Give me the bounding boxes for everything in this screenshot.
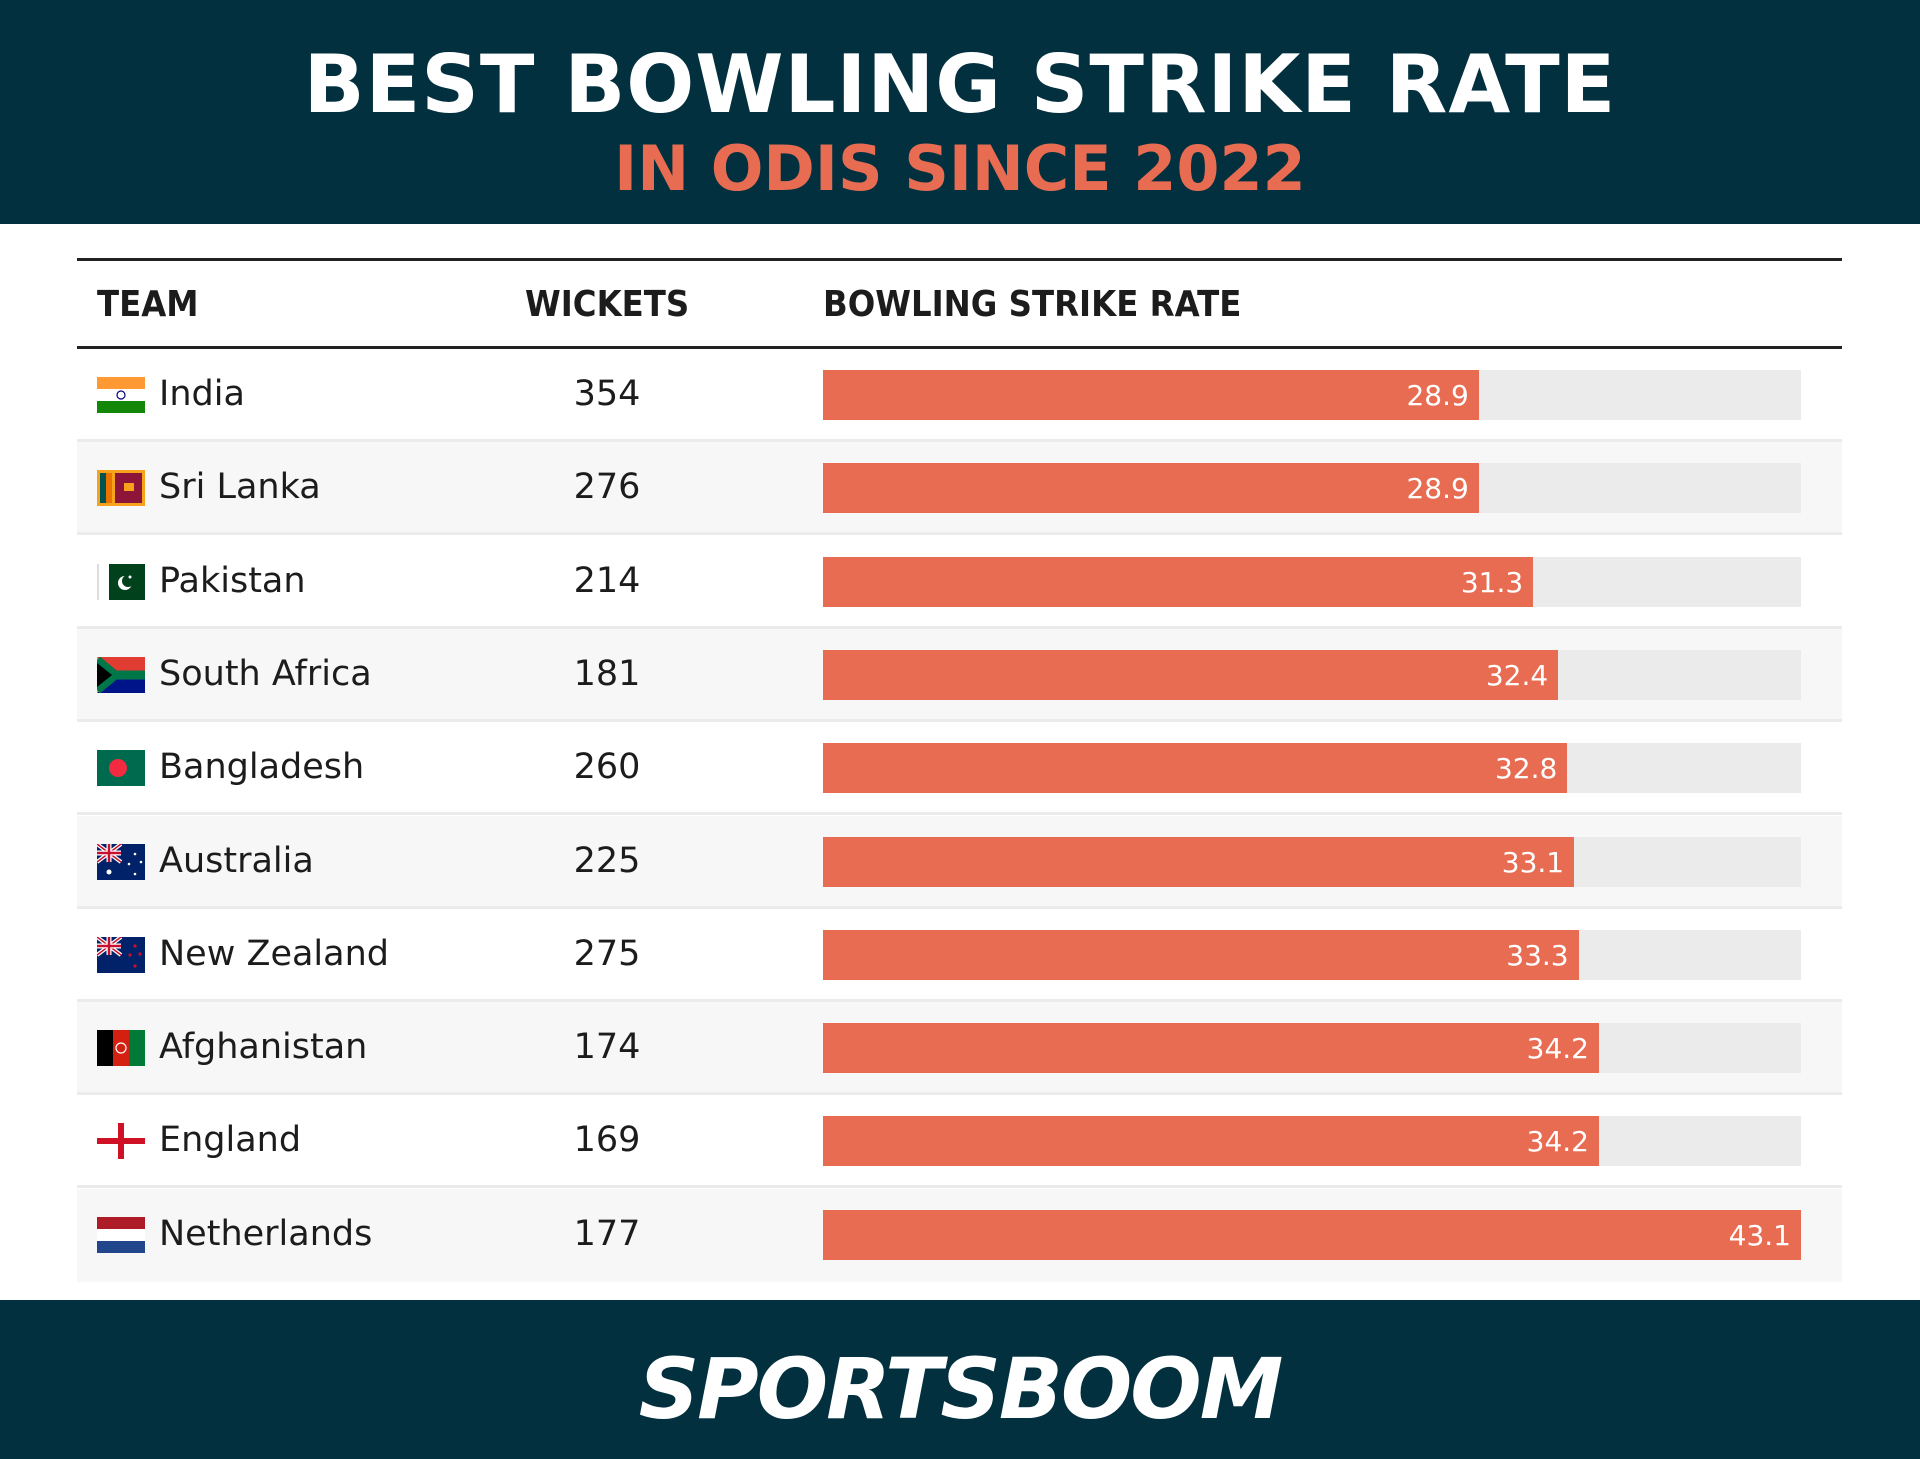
table-row: New Zealand 275 33.3 [77, 909, 1842, 1002]
column-header-team: TEAM [97, 284, 199, 325]
table-row: Bangladesh 260 32.8 [77, 722, 1842, 816]
table-row: Australia 225 33.1 [77, 815, 1842, 909]
table-row: Netherlands 177 43.1 [77, 1188, 1842, 1282]
bar-track: 32.8 [823, 743, 1801, 794]
wickets-value: 260 [573, 747, 641, 788]
pakistan-flag-icon [97, 563, 145, 600]
wickets-value: 225 [573, 840, 641, 881]
bar-track: 33.3 [823, 929, 1801, 980]
column-header-wickets: WICKETS [525, 284, 690, 325]
team-name: Afghanistan [159, 1027, 368, 1068]
bar-track: 34.2 [823, 1116, 1801, 1167]
bar-data-label: 31.3 [1460, 565, 1524, 599]
bar-track: 43.1 [823, 1209, 1801, 1260]
netherlands-flag-icon [97, 1216, 145, 1253]
column-header-strike-rate: BOWLING STRIKE RATE [823, 284, 1242, 325]
team-name: Netherlands [159, 1213, 373, 1254]
row-divider [77, 1092, 1842, 1096]
footer: SPORTSBOOM [0, 1300, 1920, 1459]
row-divider [77, 439, 1842, 442]
table-row: Afghanistan 174 34.2 [77, 1002, 1842, 1096]
wickets-value: 177 [573, 1213, 641, 1254]
team-name: Australia [159, 840, 314, 881]
sportsboom-logo: SPORTSBOOM [638, 1340, 1284, 1438]
australia-flag-icon [97, 843, 145, 880]
row-divider [77, 812, 1842, 816]
wickets-value: 174 [573, 1027, 641, 1068]
south-africa-flag-icon [97, 656, 145, 693]
strike-rate-bar: 33.1 [823, 836, 1575, 887]
team-name: Bangladesh [159, 747, 365, 788]
wickets-value: 169 [573, 1120, 641, 1161]
bangladesh-flag-icon [97, 750, 145, 787]
row-divider [77, 532, 1842, 536]
england-flag-icon [97, 1123, 145, 1160]
bar-track: 32.4 [823, 649, 1801, 700]
table-row: South Africa 181 32.4 [77, 628, 1842, 722]
strike-rate-bar: 32.8 [823, 743, 1568, 794]
bar-track: 31.3 [823, 556, 1801, 607]
wickets-value: 275 [573, 933, 641, 974]
table-row: India 354 28.9 [77, 349, 1842, 442]
strike-rate-bar: 28.9 [823, 370, 1479, 420]
divider [77, 346, 1842, 349]
row-divider [77, 718, 1842, 722]
bar-data-label: 28.9 [1406, 472, 1469, 506]
row-divider [77, 625, 1842, 629]
bar-data-label: 33.1 [1501, 845, 1565, 879]
bar-data-label: 32.8 [1494, 752, 1558, 786]
table-row: England 169 34.2 [77, 1095, 1842, 1189]
team-name: South Africa [159, 653, 372, 694]
team-name: Sri Lanka [159, 467, 321, 508]
bar-data-label: 34.2 [1526, 1032, 1589, 1066]
strike-rate-bar: 34.2 [823, 1023, 1599, 1074]
row-divider [77, 1185, 1842, 1189]
divider [77, 258, 1842, 261]
table-row: Pakistan 214 31.3 [77, 536, 1842, 629]
row-divider [77, 998, 1842, 1002]
header: BEST BOWLING STRIKE RATE IN ODIS SINCE 2… [0, 0, 1920, 224]
strike-rate-bar: 43.1 [823, 1209, 1801, 1260]
bar-data-label: 33.3 [1506, 938, 1569, 972]
bar-data-label: 32.4 [1485, 658, 1549, 692]
chart-subtitle: IN ODIS SINCE 2022 [614, 132, 1306, 205]
team-name: India [159, 374, 245, 414]
strike-rate-bar: 32.4 [823, 649, 1559, 700]
wickets-value: 181 [573, 653, 641, 694]
new-zealand-flag-icon [97, 936, 145, 973]
strike-rate-bar: 31.3 [823, 556, 1534, 607]
bar-data-label: 43.1 [1728, 1218, 1791, 1252]
wickets-value: 354 [573, 374, 641, 414]
wickets-value: 214 [573, 560, 641, 601]
wickets-value: 276 [573, 467, 641, 508]
strike-rate-bar: 28.9 [823, 463, 1479, 514]
row-divider [77, 905, 1842, 909]
team-name: New Zealand [159, 933, 389, 974]
afghanistan-flag-icon [97, 1030, 145, 1067]
team-name: England [159, 1120, 302, 1161]
strike-rate-bar: 34.2 [823, 1116, 1599, 1167]
team-name: Pakistan [159, 560, 306, 601]
bar-data-label: 28.9 [1406, 379, 1469, 412]
bar-data-label: 34.2 [1526, 1125, 1589, 1159]
bar-track: 34.2 [823, 1023, 1801, 1074]
chart-title: BEST BOWLING STRIKE RATE [303, 38, 1617, 131]
bar-track: 33.1 [823, 836, 1801, 887]
strike-rate-bar: 33.3 [823, 929, 1579, 980]
bar-track: 28.9 [823, 463, 1801, 514]
bar-track: 28.9 [823, 370, 1801, 420]
sri-lanka-flag-icon [97, 470, 145, 507]
table-row: Sri Lanka 276 28.9 [77, 442, 1842, 536]
india-flag-icon [97, 377, 145, 413]
